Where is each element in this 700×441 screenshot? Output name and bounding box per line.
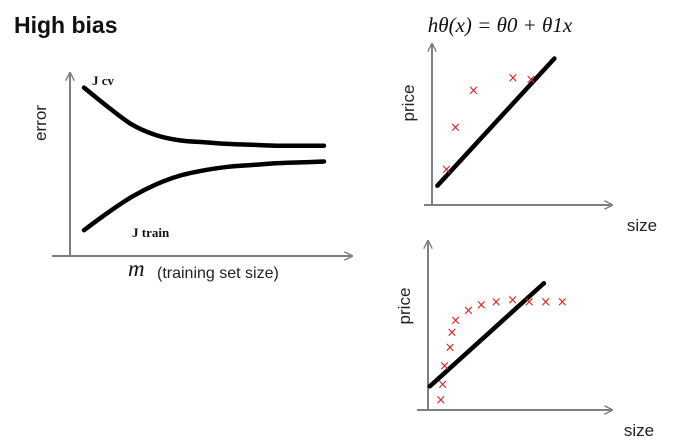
data-point-marker: × — [446, 325, 457, 340]
scatter-chart-bottom: price size ××××××× × × × × × × — [395, 241, 654, 440]
data-point-marker: × — [468, 84, 479, 99]
data-point-marker: × — [507, 293, 518, 308]
data-points: ××××××× × × × × × × — [435, 293, 567, 408]
scatter-chart-top: price size × × × × × — [399, 44, 657, 235]
data-points: × × × × × — [441, 71, 537, 178]
data-point-marker: × — [508, 71, 519, 86]
x-axis-label: size — [624, 421, 654, 440]
data-point-marker: × — [437, 378, 448, 393]
fit-line — [427, 281, 547, 389]
y-axis-label: price — [399, 85, 418, 122]
fit-line — [435, 56, 557, 188]
x-axis-label: size — [627, 216, 657, 235]
data-point-marker: × — [557, 295, 568, 310]
series-label-j-cv: J cv — [92, 73, 115, 88]
x-axis-symbol: m — [128, 256, 145, 281]
data-point-marker: × — [540, 295, 551, 310]
data-point-marker: × — [435, 393, 446, 408]
series-line-j-train — [81, 159, 327, 233]
data-point-marker: × — [445, 340, 456, 355]
data-point-marker: × — [439, 359, 450, 374]
data-point-marker: × — [441, 163, 452, 178]
page-title: High bias — [14, 12, 118, 38]
data-point-marker: × — [491, 295, 502, 310]
y-axis-label: price — [395, 288, 414, 325]
data-point-marker: × — [463, 303, 474, 318]
data-point-marker: × — [450, 313, 461, 328]
data-point-marker: × — [524, 295, 535, 310]
learning-curve-chart: error m (training set size) J cv J train — [31, 73, 352, 282]
y-axis-label: error — [31, 105, 50, 141]
data-point-marker: × — [526, 72, 537, 87]
series-line-j-cv — [81, 85, 327, 148]
hypothesis-formula: hθ(x) = θ0 + θ1x — [428, 13, 573, 37]
x-axis-label: (training set size) — [157, 265, 279, 282]
series-label-j-train: J train — [132, 225, 170, 240]
data-point-marker: × — [476, 298, 487, 313]
data-point-marker: × — [450, 121, 461, 136]
